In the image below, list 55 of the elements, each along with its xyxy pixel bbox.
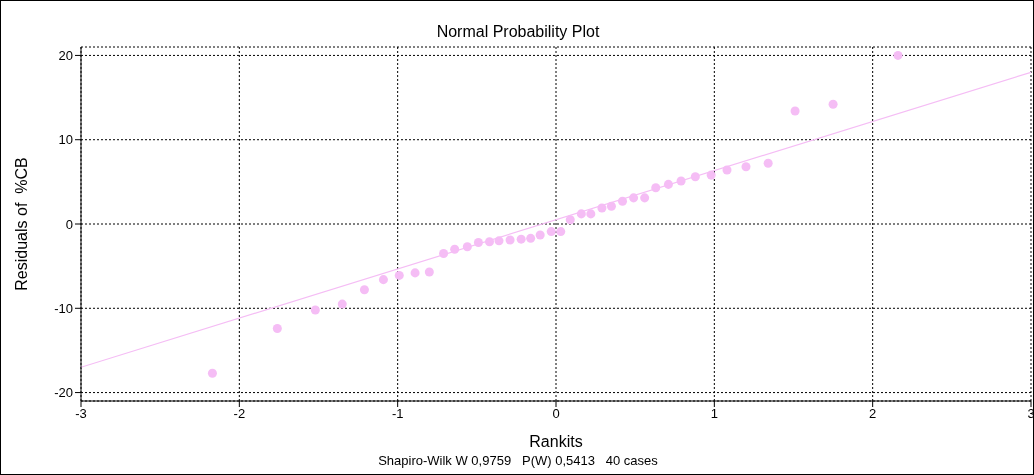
point	[494, 236, 504, 246]
point	[272, 324, 282, 334]
point	[516, 234, 526, 244]
point	[893, 50, 903, 60]
y-axis-title: Residuals of %CB	[12, 157, 30, 291]
point	[450, 244, 460, 254]
y-tick-label: -20	[54, 385, 73, 401]
point	[629, 193, 639, 203]
point	[535, 230, 545, 240]
point	[651, 183, 661, 193]
point	[556, 227, 566, 237]
point	[378, 275, 388, 285]
point	[663, 179, 673, 189]
point	[586, 209, 596, 219]
point	[310, 305, 320, 315]
y-tick-label: 10	[58, 132, 73, 148]
point	[606, 201, 616, 211]
point	[410, 268, 420, 278]
point	[505, 235, 515, 245]
y-tick-label: 20	[58, 48, 73, 64]
point	[722, 165, 732, 175]
point	[676, 176, 686, 186]
x-tick-label: 0	[552, 406, 560, 422]
point	[576, 209, 586, 219]
point	[706, 170, 716, 180]
y-tick-label: -10	[54, 300, 73, 316]
point	[337, 299, 347, 309]
y-tick-label: 0	[65, 216, 73, 232]
x-tick-label: -2	[233, 406, 246, 422]
point	[424, 267, 434, 277]
point	[640, 193, 650, 203]
point	[597, 203, 607, 213]
x-tick-label: -3	[75, 406, 87, 422]
x-tick-label: 1	[710, 406, 718, 422]
point	[207, 368, 217, 378]
point	[484, 237, 495, 247]
point	[617, 196, 628, 206]
point	[473, 238, 483, 248]
point	[790, 106, 800, 116]
point	[526, 233, 536, 243]
x-tick-label: -1	[391, 406, 404, 422]
point	[741, 162, 751, 172]
point	[690, 172, 700, 182]
point	[763, 158, 773, 168]
point	[546, 227, 556, 237]
point	[462, 242, 472, 252]
point	[394, 270, 404, 280]
text: Shapiro-Wilk W 0,9759 P(W) 0,5413 40 cases	[377, 453, 659, 468]
x-axis-title: Rankits	[529, 433, 583, 450]
point	[565, 215, 575, 225]
point	[439, 248, 449, 259]
point	[828, 99, 838, 109]
point	[359, 285, 369, 295]
x-tick-label: 2	[869, 406, 877, 422]
chart-title: Normal Probability Plot	[435, 23, 601, 41]
